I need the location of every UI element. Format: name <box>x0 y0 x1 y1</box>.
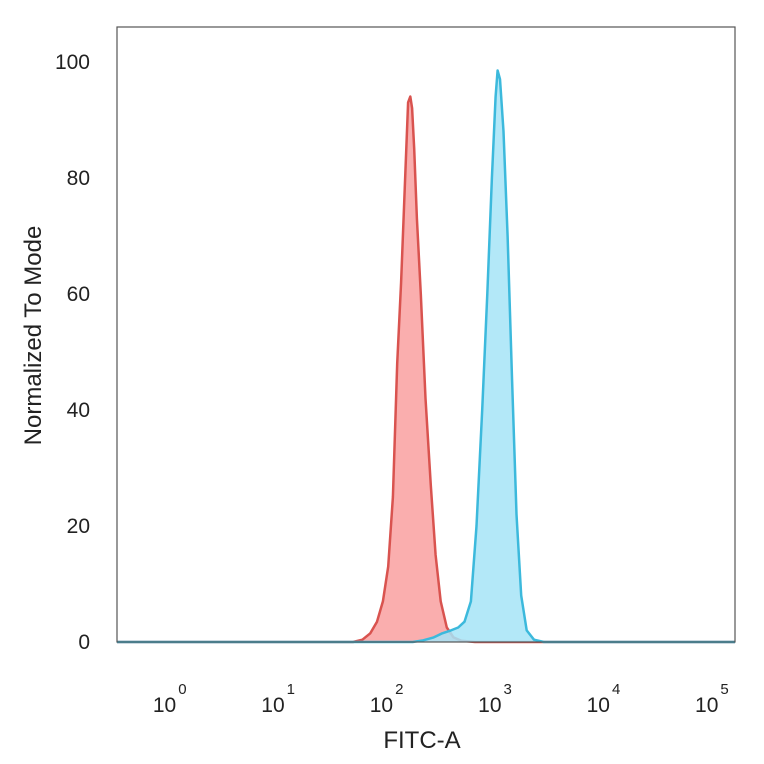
y-tick-label: 100 <box>55 51 90 74</box>
y-tick-label: 0 <box>78 631 90 654</box>
y-axis-ticks: 0 20 40 60 80 100 <box>55 51 90 654</box>
y-tick-label: 60 <box>67 283 90 306</box>
x-tick-label: 101 <box>261 681 295 717</box>
y-tick-label: 40 <box>67 399 90 422</box>
y-axis-label: Normalized To Mode <box>20 226 47 446</box>
series-2-line <box>117 69 735 644</box>
y-tick-label: 20 <box>67 515 90 538</box>
series-1-area <box>117 96 735 643</box>
x-tick-label: 100 <box>153 681 187 717</box>
x-axis-ticks: 100 101 102 103 104 105 <box>153 681 729 717</box>
x-tick-label: 104 <box>587 681 621 717</box>
x-tick-label: 103 <box>478 681 512 717</box>
histogram-areas <box>117 69 735 644</box>
y-tick-label: 80 <box>67 167 90 190</box>
x-axis-label: FITC-A <box>383 727 460 754</box>
x-tick-label: 105 <box>695 681 729 717</box>
plot-frame <box>116 26 736 643</box>
x-tick-label: 102 <box>370 681 404 717</box>
